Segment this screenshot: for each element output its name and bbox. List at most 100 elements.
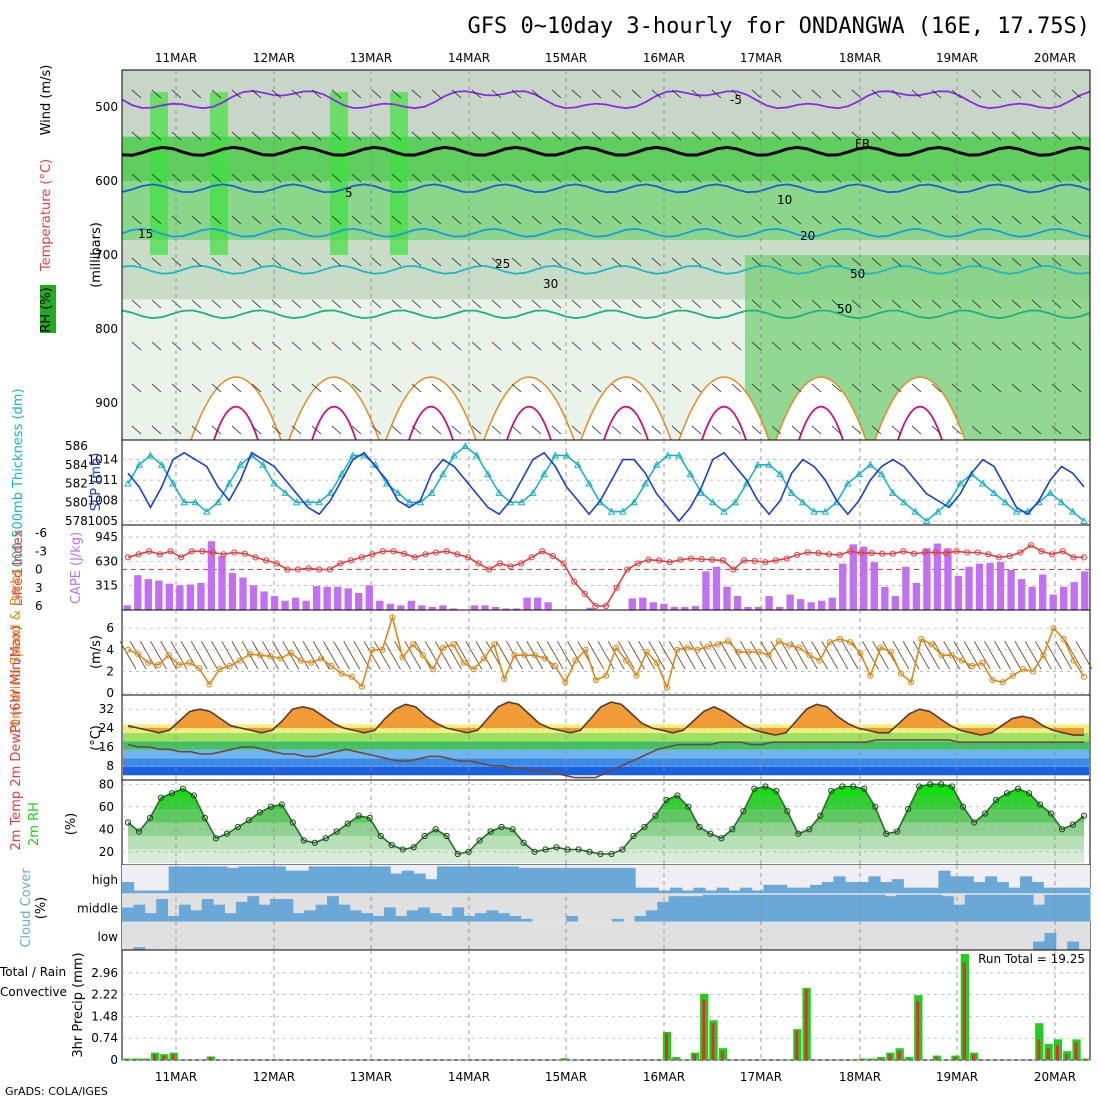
lifted-index-line-point bbox=[316, 566, 323, 573]
precip-run-total: Run Total = 19.25 bbox=[978, 952, 1085, 966]
cloud-cell-high bbox=[215, 866, 228, 894]
cloud-cell-middle bbox=[759, 894, 772, 922]
rh2m-line-point bbox=[278, 801, 285, 808]
wind-barb bbox=[451, 341, 462, 351]
temp2m-color-band bbox=[123, 749, 1089, 759]
wind-barb bbox=[251, 131, 262, 141]
cloud-cell-high bbox=[1031, 882, 1044, 894]
li-tick: 0 bbox=[35, 563, 43, 577]
wind-barb bbox=[351, 89, 362, 99]
rh2m-line-point bbox=[289, 819, 296, 826]
wind-barb bbox=[231, 341, 242, 351]
rh2m-line-point bbox=[597, 850, 604, 858]
precip-convective-bar bbox=[1083, 1059, 1087, 1060]
cloud-cell-middle bbox=[190, 910, 203, 922]
li-tick: 6 bbox=[35, 599, 43, 613]
wind10m-barb bbox=[668, 640, 686, 670]
wind-barb bbox=[691, 299, 702, 309]
precip-convective-bar bbox=[860, 1059, 864, 1060]
wind10m-barb bbox=[1065, 640, 1083, 670]
wind-barb bbox=[611, 383, 622, 393]
wind10m-speed-line-point bbox=[185, 659, 193, 666]
cape-bar bbox=[397, 605, 405, 610]
lifted-index-line-point bbox=[1038, 548, 1045, 555]
cloud-cell-high bbox=[180, 866, 193, 894]
wind-barb bbox=[1051, 257, 1062, 267]
wind10m-speed-line-point bbox=[948, 652, 955, 659]
cloud-axis-label: Cloud Cover bbox=[19, 868, 34, 948]
wind-barb bbox=[411, 257, 422, 267]
wind10m-speed-line-point bbox=[297, 657, 304, 664]
cloud-cell-middle bbox=[270, 899, 282, 922]
wind-barb bbox=[691, 257, 702, 267]
wind-barb bbox=[931, 425, 942, 435]
wind10m-speed-line-point bbox=[938, 652, 945, 659]
wind10m-speed-line-point bbox=[501, 675, 508, 683]
wind-barb bbox=[351, 173, 362, 183]
wind10m-barb bbox=[699, 640, 717, 670]
li-tick: -3 bbox=[35, 544, 47, 558]
thickness-line-point bbox=[180, 498, 189, 506]
thickness-line-point bbox=[529, 488, 537, 496]
isotherm-20 bbox=[121, 309, 1091, 320]
lifted-index-line-point bbox=[953, 548, 960, 555]
wind-barb bbox=[471, 257, 482, 267]
wind10m-speed-line-point bbox=[318, 655, 325, 662]
wind-barb bbox=[751, 425, 762, 435]
wind10m-tick: 2 bbox=[106, 664, 114, 678]
thickness-line-point bbox=[753, 460, 762, 468]
thickness-line-point bbox=[709, 498, 717, 506]
temp-dome-4 bbox=[580, 376, 672, 441]
cloud-cell-middle bbox=[964, 894, 977, 922]
thickness-line-point bbox=[877, 470, 886, 478]
wind-barb bbox=[391, 299, 402, 309]
wind-barb bbox=[611, 215, 622, 225]
wind-barb bbox=[331, 89, 342, 99]
wind-barb bbox=[571, 341, 582, 351]
cloud-cell-high bbox=[1043, 887, 1056, 894]
rh2m-line-point bbox=[421, 832, 428, 840]
wind-barb bbox=[551, 257, 562, 267]
lifted-index-line-point bbox=[1080, 554, 1088, 561]
cape-bar bbox=[839, 563, 847, 610]
thickness-line-point bbox=[405, 498, 414, 506]
wind-barb bbox=[291, 299, 302, 309]
wind-barb bbox=[831, 257, 842, 267]
wind-barb bbox=[711, 89, 722, 99]
rh-legend-swatch bbox=[40, 285, 56, 333]
thickness-line-point bbox=[427, 488, 436, 496]
wind-barb bbox=[151, 299, 162, 309]
cloud-cell-middle bbox=[304, 910, 317, 922]
wind-barb bbox=[471, 215, 482, 225]
wind10m-speed-line-point bbox=[572, 657, 579, 664]
wind10m-speed-line-point bbox=[582, 646, 589, 653]
wind-barb bbox=[1051, 425, 1062, 435]
temp2m-color-band bbox=[123, 741, 1089, 750]
wind-barb bbox=[751, 173, 762, 183]
rh2m-line-point bbox=[399, 846, 406, 853]
cloud-cell-high bbox=[1055, 887, 1068, 894]
wind-barb bbox=[711, 425, 722, 435]
cape-bar bbox=[660, 603, 668, 610]
wind10m-speed-line-point bbox=[958, 657, 966, 664]
wind-barb bbox=[391, 131, 402, 141]
wind-barb bbox=[391, 173, 402, 183]
precip-convective-bar bbox=[888, 1054, 892, 1060]
cloud-cell-middle bbox=[486, 910, 499, 922]
wind-barb bbox=[931, 383, 942, 393]
wind10m-speed-line-point bbox=[796, 644, 803, 651]
wind-barb bbox=[371, 383, 382, 393]
wind-barb bbox=[311, 173, 322, 183]
rh2m-tick: 20 bbox=[99, 845, 114, 859]
wind-barb bbox=[431, 299, 442, 309]
wind-barb bbox=[551, 173, 562, 183]
wind-barb bbox=[651, 383, 662, 393]
wind10m-speed-line-point bbox=[206, 681, 213, 688]
thickness-line-point bbox=[1068, 507, 1077, 515]
wind-barb bbox=[751, 383, 762, 393]
cape-bar bbox=[1049, 594, 1057, 610]
wind-barb bbox=[311, 341, 322, 351]
wind10m-barb bbox=[343, 640, 361, 670]
temp-dome-5 bbox=[678, 376, 770, 441]
thickness-line-point bbox=[664, 451, 672, 459]
